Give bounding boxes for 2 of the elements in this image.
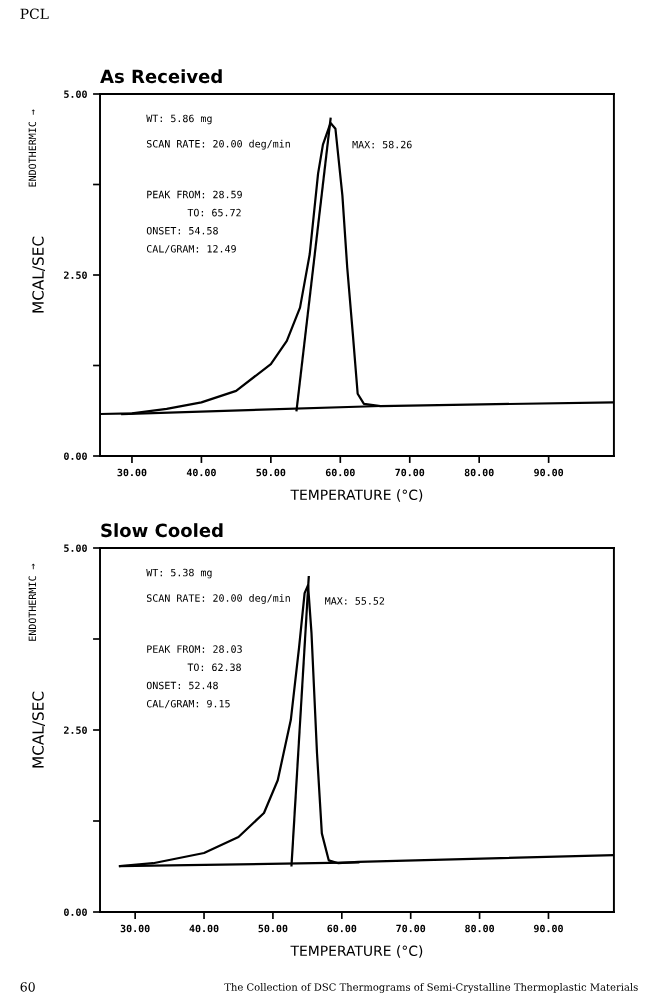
chart-title: As Received bbox=[100, 69, 222, 84]
chart-title: Slow Cooled bbox=[101, 523, 223, 538]
